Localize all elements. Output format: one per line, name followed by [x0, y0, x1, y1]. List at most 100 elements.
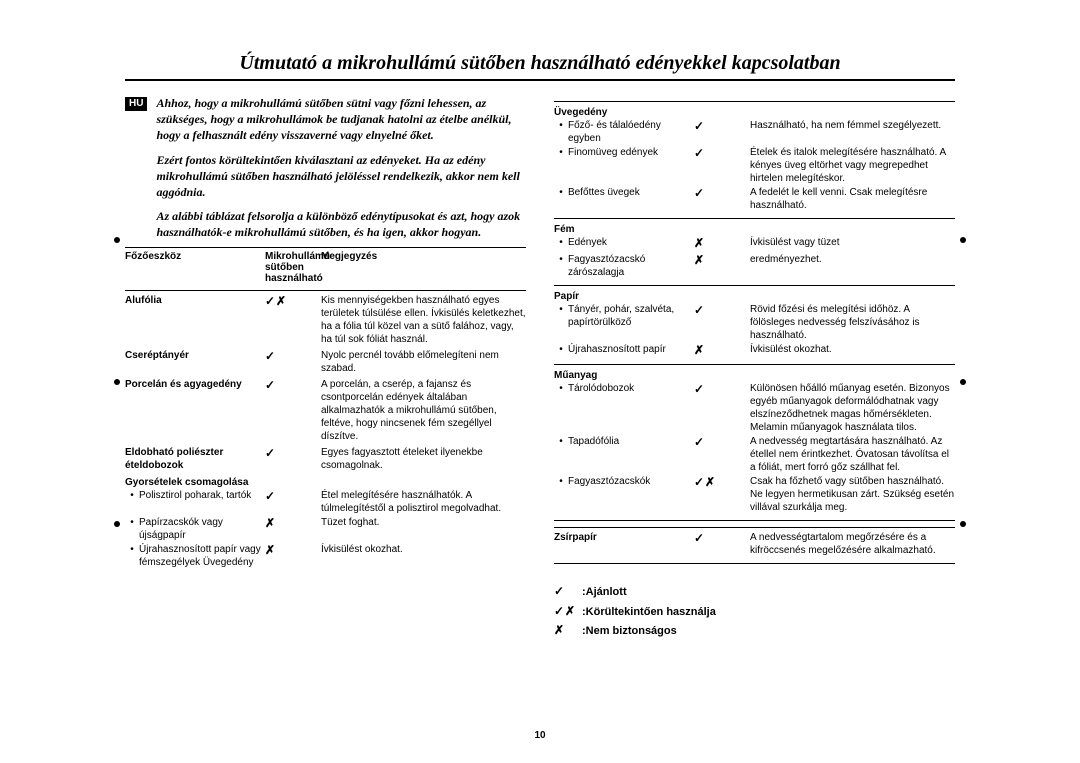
table-row: Zsírpapír ✓ A nedvességtartalom megőrzés…: [554, 531, 955, 557]
item-note: Nyolc percnél tovább előmelegíteni nem s…: [321, 349, 526, 375]
item-note: Különösen hőálló műanyag esetén. Bizonyo…: [750, 382, 955, 434]
item-note: Ételek és italok melegítésére használhat…: [750, 146, 955, 185]
item-name: Zsírpapír: [554, 531, 694, 557]
item-note: Csak ha főzhető vagy sütőben használható…: [750, 475, 955, 514]
list-item: •Fagyasztózacskó zárószalagja✗eredményez…: [554, 253, 955, 279]
binding-dots-right: [960, 0, 966, 763]
legend-sym: ✓✗: [554, 602, 582, 621]
hdr-tool: Főzőeszköz: [125, 251, 265, 262]
left-column: HU Ahhoz, hogy a mikrohullámú sütőben sü…: [125, 95, 526, 641]
table-row: Cseréptányér✓Nyolc percnél tovább előmel…: [125, 349, 526, 375]
list-item: •Főző- és tálalóedény egyben✓Használható…: [554, 119, 955, 145]
item-name: Porcelán és agyagedény: [125, 378, 265, 443]
safety-symbol: ✓✗: [265, 294, 321, 346]
safety-symbol: ✓✗: [694, 475, 750, 514]
divider: [125, 290, 526, 291]
binding-dots-left: [114, 0, 120, 763]
page-number: 10: [0, 730, 1080, 741]
category-heading: Fém: [554, 224, 955, 235]
divider: [554, 563, 955, 564]
list-item: •Papírzacskók vagy újságpapír✗Tüzet fogh…: [125, 516, 526, 542]
intro-1: Ahhoz, hogy a mikrohullámú sütőben sütni…: [156, 95, 526, 144]
intro-2: Ezért fontos körültekintően kiválasztani…: [156, 152, 526, 201]
item-name: Finomüveg edények: [568, 146, 694, 185]
bullet-icon: •: [554, 475, 568, 514]
title-rule: [125, 79, 955, 81]
item-name: Fagyasztózacskó zárószalagja: [568, 253, 694, 279]
safety-symbol: ✓: [265, 446, 321, 472]
category-fastfood: Gyorsételek csomagolása: [125, 477, 526, 488]
safety-symbol: ✓: [694, 382, 750, 434]
item-name: Főző- és tálalóedény egyben: [568, 119, 694, 145]
safety-symbol: ✓: [694, 303, 750, 342]
item-note: Tüzet foghat.: [321, 516, 526, 542]
safety-symbol: ✓: [265, 349, 321, 375]
item-note: Ívkisülést vagy tüzet: [750, 236, 955, 252]
item-note: eredményezhet.: [750, 253, 955, 279]
safety-symbol: ✓: [694, 146, 750, 185]
item-note: Kis mennyiségekben használható egyes ter…: [321, 294, 526, 346]
table-header: Főzőeszköz Mikrohullámú Megjegyzés: [125, 251, 526, 262]
item-note: A nedvesség megtartására használható. Az…: [750, 435, 955, 474]
item-note: Ívkisülést okozhat.: [321, 543, 526, 569]
safety-symbol: ✓: [694, 531, 750, 557]
item-name: Tárolódobozok: [568, 382, 694, 434]
safety-symbol: ✗: [265, 516, 321, 542]
legend: ✓:Ajánlott ✓✗:Körültekintően használja ✗…: [554, 582, 955, 641]
list-item: •Tárolódobozok✓Különösen hőálló műanyag …: [554, 382, 955, 434]
item-note: A porcelán, a cserép, a fajansz és csont…: [321, 378, 526, 443]
item-name: Cseréptányér: [125, 349, 265, 375]
item-name: Újrahasznosított papír vagy fémszegélyek…: [139, 543, 265, 569]
list-item: •Újrahasznosított papír vagy fémszegélye…: [125, 543, 526, 569]
item-name: Alufólia: [125, 294, 265, 346]
safety-symbol: ✓: [694, 186, 750, 212]
item-name: Edények: [568, 236, 694, 252]
bullet-icon: •: [125, 543, 139, 569]
bullet-icon: •: [554, 303, 568, 342]
safety-symbol: ✓: [694, 435, 750, 474]
list-item: •Finomüveg edények✓Ételek és italok mele…: [554, 146, 955, 185]
legend-sym: ✓: [554, 582, 582, 601]
safety-symbol: ✗: [265, 543, 321, 569]
list-item: •Befőttes üvegek✓A fedelét le kell venni…: [554, 186, 955, 212]
item-name: Tányér, pohár, szalvéta, papírtörülköző: [568, 303, 694, 342]
bullet-icon: •: [554, 236, 568, 252]
legend-text: :Nem biztonságos: [582, 625, 677, 637]
item-note: Ívkisülést okozhat.: [750, 343, 955, 359]
lang-badge: HU: [125, 97, 147, 111]
divider: [125, 247, 526, 248]
safety-symbol: ✓: [265, 378, 321, 443]
category-heading: Papír: [554, 291, 955, 302]
list-item: •Tapadófólia✓A nedvesség megtartására ha…: [554, 435, 955, 474]
item-name: Tapadófólia: [568, 435, 694, 474]
divider: [554, 527, 955, 528]
hdr-micro: Mikrohullámú: [265, 251, 321, 262]
item-name: Polisztirol poharak, tartók: [139, 489, 265, 515]
bullet-icon: •: [554, 253, 568, 279]
legend-text: :Körültekintően használja: [582, 606, 716, 618]
item-note: A fedelét le kell venni. Csak melegítésr…: [750, 186, 955, 212]
divider: [554, 218, 955, 219]
bullet-icon: •: [125, 516, 139, 542]
category-heading: Üvegedény: [554, 107, 955, 118]
legend-sym: ✗: [554, 621, 582, 640]
table-row: Alufólia✓✗Kis mennyiségekben használható…: [125, 294, 526, 346]
bullet-icon: •: [554, 119, 568, 145]
item-note: A nedvességtartalom megőrzésére és a kif…: [750, 531, 955, 557]
page-title: Útmutató a mikrohullámú sütőben használh…: [125, 52, 955, 75]
safety-symbol: ✓: [694, 119, 750, 145]
table-row: Porcelán és agyagedény✓A porcelán, a cse…: [125, 378, 526, 443]
list-item: •Edények✗Ívkisülést vagy tüzet: [554, 236, 955, 252]
item-name: Eldobható poliészter ételdobozok: [125, 446, 265, 472]
list-item: •Fagyasztózacskók✓✗Csak ha főzhető vagy …: [554, 475, 955, 514]
item-note: Egyes fagyasztott ételeket ilyenekbe cso…: [321, 446, 526, 472]
safety-symbol: ✗: [694, 253, 750, 279]
list-item: •Tányér, pohár, szalvéta, papírtörülköző…: [554, 303, 955, 342]
item-name: Befőttes üvegek: [568, 186, 694, 212]
item-note: Használható, ha nem fémmel szegélyezett.: [750, 119, 955, 145]
bullet-icon: •: [554, 435, 568, 474]
item-name: Újrahasznosított papír: [568, 343, 694, 359]
safety-symbol: ✓: [265, 489, 321, 515]
bullet-icon: •: [554, 382, 568, 434]
right-column: Üvegedény•Főző- és tálalóedény egyben✓Ha…: [554, 95, 955, 641]
